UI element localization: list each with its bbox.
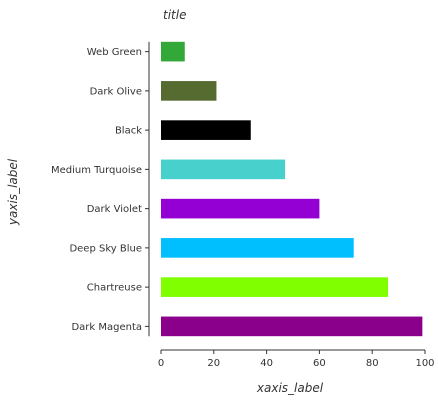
bar-web-green [161,41,185,62]
x-tick-label: 20 [207,358,220,369]
y-axis-title: yaxis_label [6,158,20,226]
x-axis-title: xaxis_label [256,381,324,395]
y-axis-ticks: Web Green Dark Olive Black Medium Turquoise… [51,47,149,333]
y-tick-label: Medium Turquoise [51,165,142,176]
x-axis-ticks: 0 20 40 60 80 100 [158,350,435,369]
x-tick-label: 40 [260,358,273,369]
chart-title: title [163,8,186,22]
bar-medium-turquoise [161,159,286,180]
y-tick-label: Deep Sky Blue [69,243,142,254]
x-tick-label: 80 [366,358,379,369]
plot-area [161,41,423,337]
y-tick-label: Web Green [87,47,142,58]
bar-dark-violet [161,198,320,219]
bar-chartreuse [161,277,389,297]
y-tick-label: Dark Olive [90,86,142,97]
x-tick-label: 100 [415,358,434,369]
y-tick-label: Black [115,126,142,137]
bar-black [161,120,251,140]
x-tick-label: 60 [313,358,326,369]
y-tick-label: Dark Magenta [71,322,142,333]
y-tick-label: Chartreuse [87,283,142,294]
x-tick-label: 0 [158,358,164,369]
y-tick-label: Dark Violet [87,204,142,215]
bar-deep-sky-blue [161,238,354,258]
bar-dark-magenta [161,316,423,337]
bar-dark-olive [161,81,217,101]
